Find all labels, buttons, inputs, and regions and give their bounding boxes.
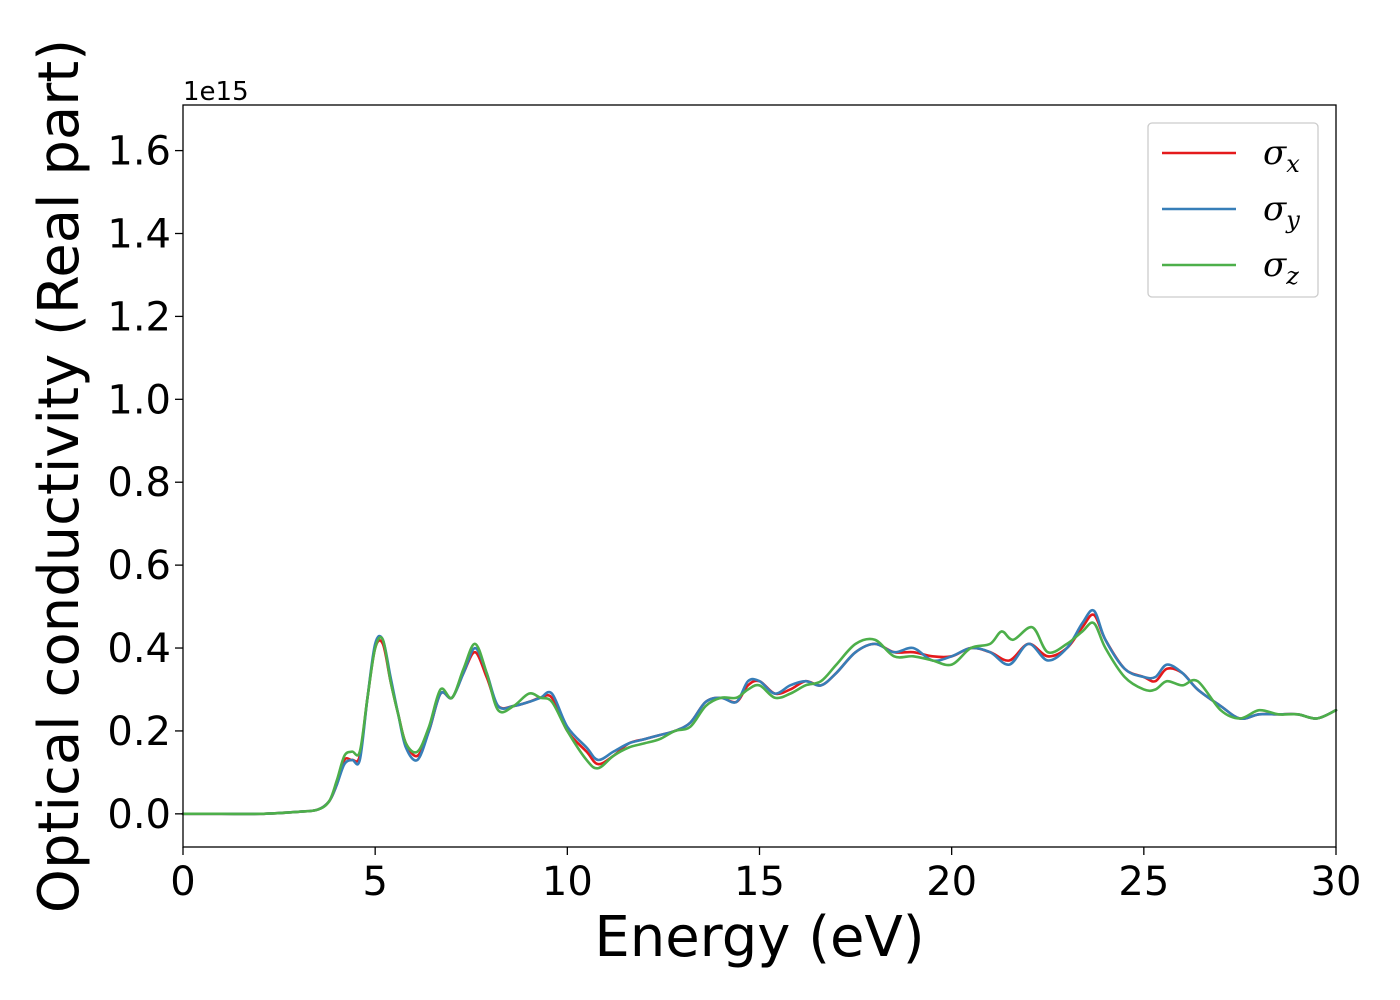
- y-tick-label: 1.6: [107, 129, 171, 175]
- legend-subscript: y: [1285, 206, 1300, 234]
- y-tick-label: 1.0: [107, 377, 171, 423]
- legend-subscript: z: [1285, 262, 1299, 290]
- legend-symbol: σ: [1263, 189, 1287, 229]
- legend-label-y: σy: [1263, 189, 1300, 234]
- y-tick-label: 0.8: [107, 460, 171, 506]
- x-tick-label: 15: [734, 859, 785, 905]
- y-tick-label: 0.4: [107, 626, 171, 672]
- x-tick-label: 0: [170, 859, 195, 905]
- x-tick-label: 5: [362, 859, 387, 905]
- plot-background: [183, 105, 1336, 847]
- x-axis: 0 5 10 15 20 25 30: [170, 847, 1361, 905]
- legend-label-z: σz: [1263, 245, 1299, 290]
- y-offset-label: 1e15: [183, 77, 249, 107]
- y-tick-label: 0.6: [107, 543, 171, 589]
- y-tick-label: 1.2: [107, 294, 171, 340]
- x-axis-label: Energy (eV): [594, 905, 924, 970]
- x-tick-label: 30: [1311, 859, 1362, 905]
- y-axis: 0.0 0.2 0.4 0.6 0.8 1.0 1.2 1.4 1.6: [107, 129, 183, 838]
- y-tick-label: 0.2: [107, 709, 171, 755]
- y-tick-label: 0.0: [107, 792, 171, 838]
- legend-subscript: x: [1286, 150, 1300, 178]
- x-tick-label: 25: [1118, 859, 1169, 905]
- series-layer: [181, 608, 1338, 816]
- y-axis-label: Optical conductivity (Real part): [27, 39, 92, 913]
- x-tick-label: 20: [926, 859, 977, 905]
- series-line-z: [181, 621, 1338, 816]
- legend-label-x: σx: [1263, 133, 1300, 178]
- legend-symbol: σ: [1263, 245, 1287, 285]
- x-tick-label: 10: [542, 859, 593, 905]
- y-tick-label: 1.4: [107, 212, 171, 258]
- legend-symbol: σ: [1263, 133, 1287, 173]
